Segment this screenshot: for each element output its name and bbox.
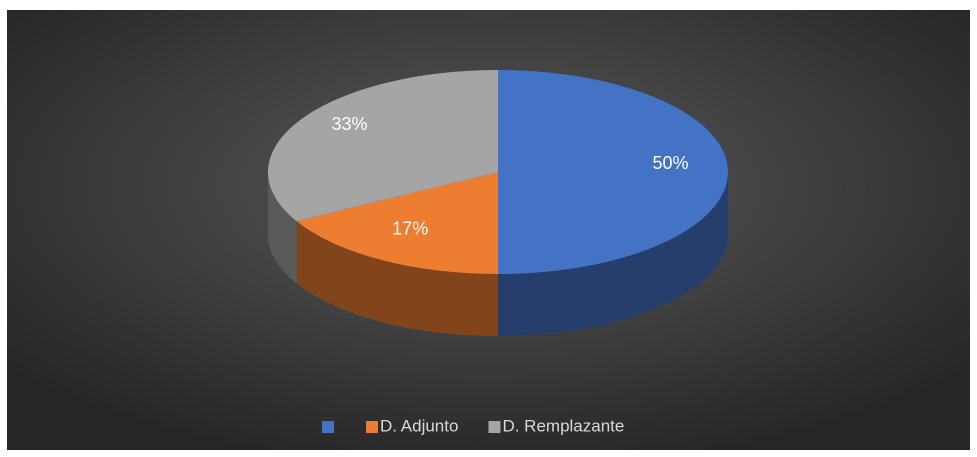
side-shade — [498, 172, 728, 336]
data-label: 50% — [652, 153, 688, 173]
side-shade — [268, 172, 297, 284]
data-labels: 50% 17% 33% — [332, 114, 689, 239]
pie-side — [498, 172, 728, 336]
data-label: 33% — [332, 114, 368, 134]
pie-side — [268, 172, 297, 284]
legend-swatch — [488, 421, 501, 433]
data-label: 17% — [392, 219, 428, 239]
pie-slice — [498, 70, 728, 274]
side-shade — [296, 221, 498, 336]
pie-sides — [268, 172, 728, 336]
legend-label: D. Remplazante — [502, 416, 624, 435]
pie-slice — [268, 70, 498, 222]
legend-swatch — [322, 421, 334, 433]
legend-label: D. Adjunto — [380, 416, 458, 435]
legend: D. Adjunto D. Remplazante — [322, 416, 624, 435]
pie-side — [296, 221, 498, 336]
pie-tops — [268, 70, 728, 274]
pie-slice — [296, 172, 498, 274]
legend-swatch — [366, 421, 378, 433]
